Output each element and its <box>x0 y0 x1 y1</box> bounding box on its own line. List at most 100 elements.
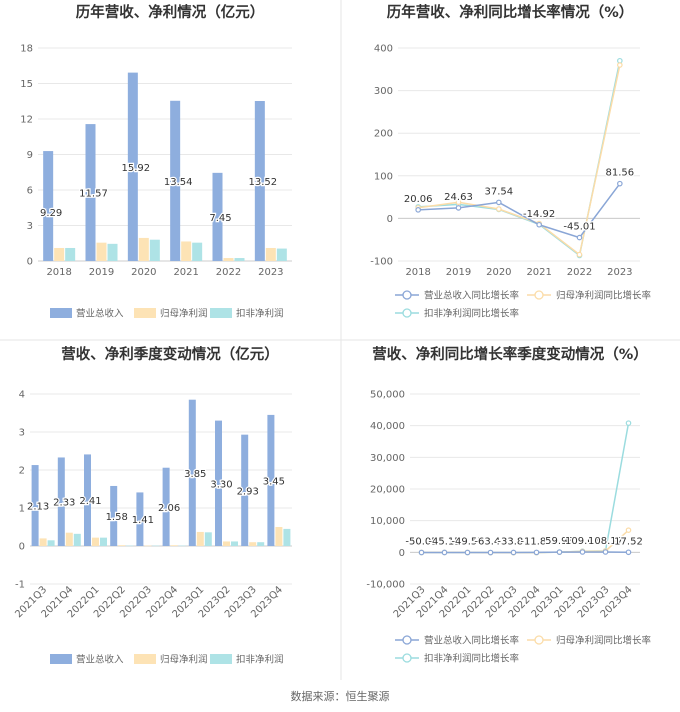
y-tick-label: 12 <box>20 115 33 126</box>
data-point <box>510 549 517 556</box>
bar-deducted-net-profit <box>47 540 55 546</box>
x-tick-label: 2018 <box>46 267 71 278</box>
legend-swatch <box>50 654 72 664</box>
chart-title: 历年营收、净利情况（亿元） <box>76 3 265 21</box>
data-label: 11.57 <box>79 189 108 200</box>
data-label: 59.98 <box>545 536 574 547</box>
legend-label: 归母净利润 <box>160 654 208 666</box>
bar-parent-net-profit <box>223 541 230 546</box>
data-label: 9.29 <box>40 208 62 219</box>
data-point <box>533 549 540 556</box>
bar-revenue <box>57 457 65 546</box>
data-label: 1.58 <box>106 512 128 523</box>
bar-parent-net-profit <box>275 527 283 546</box>
bar-revenue <box>85 124 96 261</box>
y-tick-label: 2 <box>19 466 25 477</box>
y-tick-label: 1 <box>19 504 25 515</box>
legend-marker-icon <box>402 308 412 318</box>
x-tick-label: 2022 <box>567 267 592 278</box>
data-label: 2.41 <box>79 496 101 507</box>
data-point <box>455 199 462 206</box>
bar-parent-net-profit <box>265 247 276 261</box>
legend-label: 归母净利润 <box>160 308 208 320</box>
legend-label: 扣非净利润同比增长率 <box>424 308 520 320</box>
y-tick-label: 20,000 <box>370 485 405 496</box>
bar-deducted-net-profit <box>192 242 203 261</box>
data-label: -45.01 <box>563 222 595 233</box>
y-tick-label: 10,000 <box>370 516 405 527</box>
bar-deducted-net-profit <box>283 528 291 546</box>
bar-revenue <box>84 454 91 546</box>
data-point <box>418 549 425 556</box>
data-label: -49.57 <box>451 536 483 547</box>
x-tick-label: 2023 <box>258 267 283 278</box>
legend-marker-icon <box>402 653 412 663</box>
x-tick-label: 2021 <box>526 267 551 278</box>
y-tick-label: 0 <box>27 257 33 268</box>
data-point <box>496 206 502 212</box>
y-tick-label: -10,000 <box>366 580 405 591</box>
quarterly-revenue-profit-chart: 营收、净利季度变动情况（亿元）-1012342021Q32021Q42022Q1… <box>13 345 292 666</box>
legend-marker-icon <box>534 635 544 645</box>
series-line-revenue-growth <box>418 183 621 239</box>
data-point <box>625 527 632 533</box>
annual-revenue-profit-chart: 历年营收、净利情况（亿元） 0 3 6 9 12 15 18 2018 2019 2020 2021 2… <box>20 3 292 320</box>
data-label: 13.52 <box>249 177 278 188</box>
legend-swatch <box>134 654 156 664</box>
bar-parent-net-profit <box>65 532 73 546</box>
y-tick-label: 18 <box>20 44 33 55</box>
legend-label: 营业总收入同比增长率 <box>424 290 520 302</box>
y-tick-label: 200 <box>374 129 393 140</box>
y-tick-label: -1 <box>15 580 25 591</box>
bar-revenue <box>188 399 196 546</box>
bar-parent-net-profit <box>96 242 107 261</box>
x-tick-label: 2018 <box>405 267 430 278</box>
y-tick-label: 4 <box>19 390 25 401</box>
data-point <box>617 180 623 187</box>
bar-deducted-net-profit <box>73 533 81 546</box>
data-point <box>602 549 609 555</box>
y-tick-label: -100 <box>370 257 393 268</box>
y-tick-label: 3 <box>27 221 33 232</box>
bar-revenue <box>31 465 39 546</box>
legend-label: 营业总收入 <box>76 308 124 320</box>
data-label: -14.92 <box>523 209 555 220</box>
data-label: -45.15 <box>428 536 460 547</box>
legend-marker-icon <box>534 290 544 300</box>
x-tick-label: 2020 <box>131 267 156 278</box>
bar-revenue <box>170 100 181 261</box>
data-label: 108.17 <box>588 536 623 547</box>
bar-parent-net-profit <box>196 531 204 546</box>
data-label: 20.06 <box>404 194 433 205</box>
y-tick-label: 9 <box>27 150 33 161</box>
bar-deducted-net-profit <box>152 545 160 547</box>
series-line-deducted-net-growth <box>421 423 630 554</box>
legend-swatch <box>210 654 232 664</box>
y-tick-label: 40,000 <box>370 421 405 432</box>
bar-parent-net-profit <box>181 241 192 261</box>
bar-deducted-net-profit <box>231 541 238 546</box>
x-tick-label: 2020 <box>486 267 511 278</box>
y-tick-label: 100 <box>374 171 393 182</box>
bar-revenue <box>43 151 54 261</box>
data-label: -11.83 <box>520 536 552 547</box>
quarterly-growth-rate-chart: 营收、净利同比增长率季度变动情况（%） -10,000 0 10,000 20,000 3… <box>366 345 651 665</box>
data-point <box>536 221 542 228</box>
bar-revenue <box>215 420 222 546</box>
bar-revenue <box>254 101 265 261</box>
data-label: -50.05 <box>405 536 437 547</box>
bar-revenue <box>267 414 275 546</box>
legend-label: 营业总收入同比增长率 <box>424 635 520 647</box>
bar-deducted-net-profit <box>257 542 265 546</box>
data-label: 3.85 <box>184 469 206 480</box>
bar-parent-net-profit <box>138 237 149 261</box>
data-point <box>576 251 583 258</box>
data-label: 7.45 <box>209 213 231 224</box>
bar-parent-net-profit <box>144 545 152 547</box>
chart-title: 营收、净利季度变动情况（亿元） <box>61 345 279 363</box>
bar-deducted-net-profit <box>107 243 118 261</box>
annual-growth-rate-chart: 历年营收、净利同比增长率情况（%） -100 0 100 200 300 400 2018 20… <box>370 3 651 320</box>
x-tick-label: 2021 <box>173 267 198 278</box>
y-tick-label: 0 <box>399 548 405 559</box>
